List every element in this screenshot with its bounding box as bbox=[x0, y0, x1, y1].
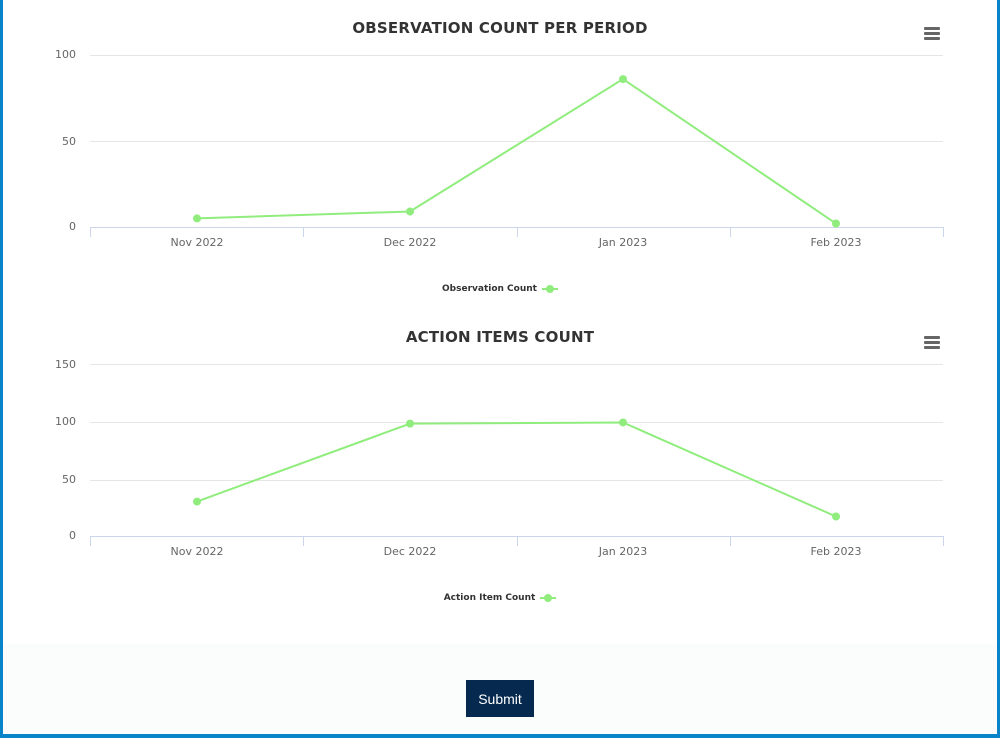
chart-legend: Observation Count bbox=[0, 284, 1000, 294]
y-axis-label: 150 bbox=[55, 358, 76, 371]
data-point[interactable] bbox=[832, 512, 840, 521]
data-point[interactable] bbox=[193, 214, 201, 223]
data-point[interactable] bbox=[619, 75, 627, 84]
data-point[interactable] bbox=[406, 419, 414, 428]
hamburger-menu-icon bbox=[924, 27, 940, 30]
x-axis-label: Jan 2023 bbox=[598, 236, 648, 249]
legend-label: Action Item Count bbox=[443, 593, 536, 603]
action-items-count-chart: ACTION ITEMS COUNT 150 100 50 0 Nov 2022… bbox=[0, 328, 1000, 603]
data-point[interactable] bbox=[619, 418, 627, 427]
y-axis-label: 100 bbox=[55, 48, 76, 61]
y-axis-label: 0 bbox=[69, 220, 76, 233]
data-point[interactable] bbox=[406, 207, 414, 216]
legend-label: Observation Count bbox=[442, 284, 537, 294]
y-axis-label: 50 bbox=[62, 135, 76, 148]
x-axis-label: Dec 2022 bbox=[383, 545, 437, 558]
chart-legend: Action Item Count bbox=[0, 593, 1000, 603]
hamburger-menu-icon-bar bbox=[924, 32, 940, 35]
x-axis-label: Dec 2022 bbox=[383, 236, 437, 249]
chart-context-menu-button[interactable] bbox=[921, 333, 943, 351]
line-marker-icon bbox=[540, 594, 557, 602]
plot-area bbox=[90, 55, 944, 237]
series-line bbox=[196, 421, 837, 518]
data-point[interactable] bbox=[193, 497, 201, 506]
chart-title: ACTION ITEMS COUNT bbox=[405, 328, 595, 346]
x-axis-label: Feb 2023 bbox=[810, 545, 862, 558]
y-axis-label: 50 bbox=[62, 473, 76, 486]
legend-item-action-item-count[interactable]: Action Item Count bbox=[444, 593, 557, 603]
observation-count-chart: OBSERVATION COUNT PER PERIOD 100 50 0 No… bbox=[0, 0, 1000, 300]
line-marker-icon bbox=[541, 285, 558, 293]
hamburger-menu-icon-bar bbox=[924, 346, 940, 349]
x-axis-label: Nov 2022 bbox=[170, 236, 224, 249]
y-axis-label: 0 bbox=[69, 529, 76, 542]
data-point[interactable] bbox=[832, 219, 840, 228]
y-axis-label: 100 bbox=[55, 415, 76, 428]
x-axis-label: Feb 2023 bbox=[810, 236, 862, 249]
chart-context-menu-button[interactable] bbox=[921, 24, 943, 42]
hamburger-menu-icon bbox=[924, 336, 940, 339]
series-line bbox=[196, 77, 837, 225]
hamburger-menu-icon-bar bbox=[924, 341, 940, 344]
hamburger-menu-icon-bar bbox=[924, 37, 940, 40]
x-axis-label: Jan 2023 bbox=[598, 545, 648, 558]
x-axis-label: Nov 2022 bbox=[170, 545, 224, 558]
legend-item-observation-count[interactable]: Observation Count bbox=[442, 284, 558, 294]
plot-area bbox=[90, 364, 944, 546]
chart-title: OBSERVATION COUNT PER PERIOD bbox=[352, 19, 648, 37]
submit-button[interactable]: Submit bbox=[466, 680, 534, 717]
